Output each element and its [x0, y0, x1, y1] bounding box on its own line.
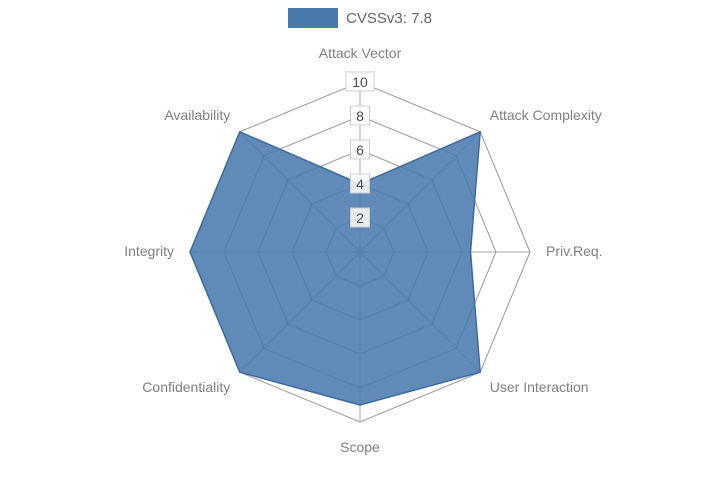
- axis-label: Integrity: [124, 243, 174, 259]
- axis-label: User Interaction: [490, 379, 589, 395]
- axis-label: Confidentiality: [142, 379, 230, 395]
- axis-label: Availability: [164, 107, 230, 123]
- legend-label: CVSSv3: 7.8: [346, 9, 432, 27]
- axis-label: Scope: [340, 439, 380, 455]
- radial-tick-label: 10: [352, 74, 368, 90]
- data-polygon: [189, 131, 481, 406]
- chart-legend: CVSSv3: 7.8: [0, 8, 720, 28]
- legend-color-swatch: [288, 8, 339, 28]
- radial-tick-label: 8: [356, 108, 364, 124]
- radial-tick-box: [350, 207, 370, 228]
- radial-tick-label: 6: [356, 142, 364, 158]
- radial-tick-box: [345, 71, 375, 92]
- radial-tick-label: 4: [356, 176, 364, 192]
- axis-label: Priv.Req.: [546, 243, 603, 259]
- radial-tick-box: [350, 105, 370, 126]
- axis-label: Attack Complexity: [490, 107, 602, 123]
- radial-tick-box: [350, 173, 370, 194]
- axis-label: Attack Vector: [319, 45, 402, 61]
- radial-tick-label: 2: [356, 210, 364, 226]
- radial-tick-box: [350, 139, 370, 160]
